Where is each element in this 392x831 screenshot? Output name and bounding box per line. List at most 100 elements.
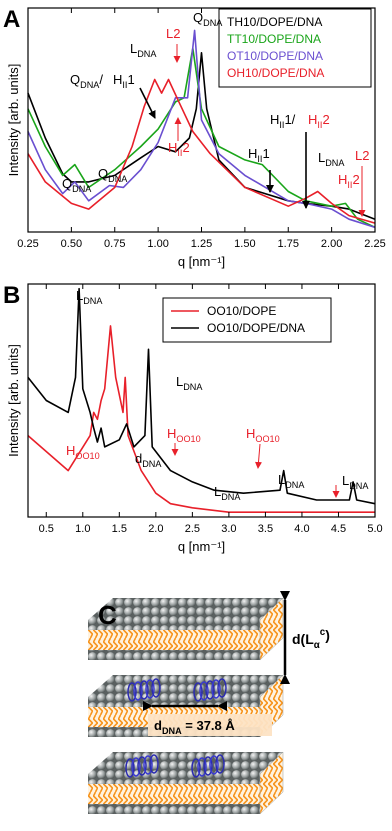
plot-frame: [27, 283, 376, 518]
annotation: LDNA: [176, 374, 203, 392]
y-axis-label: Intensity [arb. units]: [6, 344, 21, 457]
x-tick-label: 1.50: [234, 238, 255, 250]
label-subscript: DNA: [72, 184, 92, 194]
annotation: HII2: [308, 112, 330, 130]
label-subscript: DNA: [325, 158, 345, 168]
legend-box: [218, 8, 372, 88]
label-suffix: 1: [127, 72, 134, 87]
annotation: HII1: [113, 72, 135, 90]
label-suffix: = 37.8 Å: [182, 718, 236, 733]
label-subscript: DNA: [137, 49, 157, 59]
label-subscript: DNA: [108, 174, 128, 184]
label-main: L: [76, 288, 83, 303]
x-tick-label: 3.0: [221, 523, 236, 535]
label-subscript: DNA: [221, 492, 241, 502]
label-main: L: [278, 472, 285, 487]
label-suffix: 2: [322, 112, 329, 127]
label-subscript: DNA: [183, 382, 203, 392]
x-axis-label: q [nm⁻¹]: [178, 254, 225, 269]
label-suffix: 1/: [284, 112, 295, 127]
label-suffix: ): [325, 627, 330, 643]
legend-label: TT10/DOPE/DNA: [227, 32, 321, 46]
label-suffix: 1: [262, 146, 269, 161]
x-tick-label: 2.00: [321, 238, 342, 250]
annotation: LDNA: [130, 41, 157, 59]
annotation: QDNA: [193, 10, 223, 28]
y-axis-label: Intensity [arb. units]: [6, 64, 21, 177]
annotation: HII2: [168, 140, 190, 158]
label-main: L: [318, 150, 325, 165]
label-subscript: II: [257, 154, 262, 164]
x-tick-label: 2.25: [364, 238, 385, 250]
annotation: LDNA: [214, 484, 241, 502]
label-main: d: [135, 451, 142, 466]
label-main: H: [167, 426, 176, 441]
x-axis-label: q [nm⁻¹]: [178, 539, 225, 554]
annotation: dDNA: [135, 451, 162, 469]
panel-label: C: [98, 600, 117, 630]
annotation: HII1/: [270, 112, 296, 130]
label-subscript: II: [122, 80, 127, 90]
legend-label: OH10/DOPE/DNA: [227, 66, 324, 80]
annotation: LDNA: [318, 150, 345, 168]
label-main: H: [338, 172, 347, 187]
annotation: HOO10: [66, 443, 100, 461]
legend-box: [162, 297, 332, 343]
legend-label: TH10/DOPE/DNA: [227, 15, 322, 29]
label-main: Q: [62, 176, 72, 191]
series-line: [27, 287, 376, 505]
annotation: HII1: [248, 146, 270, 164]
legend-label: OO10/DOPE/DNA: [207, 321, 305, 335]
annotation: QDNA: [98, 166, 128, 184]
x-tick-label: 4.0: [294, 523, 309, 535]
x-tick-label: 3.5: [258, 523, 273, 535]
annotation: LDNA: [76, 288, 103, 306]
x-tick-label: 0.25: [17, 238, 38, 250]
panel-label: A: [3, 6, 20, 33]
label-subscript: II: [279, 120, 284, 130]
spacing-label: d(Lαc): [292, 627, 330, 651]
label-main: d: [154, 718, 162, 733]
annotation: L2: [166, 26, 180, 41]
dna-spacing-label: dDNA = 37.8 Å: [154, 718, 235, 736]
label-main: H: [66, 443, 75, 458]
label-subscript: DNA: [285, 480, 305, 490]
annotation: L2: [355, 148, 369, 163]
annotation: HOO10: [246, 426, 280, 444]
label-suffix: /: [99, 72, 103, 87]
annotation: HOO10: [167, 426, 201, 444]
x-tick-label: 1.0: [75, 523, 90, 535]
x-tick-label: 4.5: [331, 523, 346, 535]
label-main: H: [246, 426, 255, 441]
x-tick-label: 1.25: [191, 238, 212, 250]
label-subscript: DNA: [80, 80, 100, 90]
label-subscript: DNA: [83, 296, 103, 306]
label-superscript: c: [320, 627, 326, 638]
label-main: H: [270, 112, 279, 127]
series-line: [27, 78, 376, 224]
x-tick-label: 2.0: [148, 523, 163, 535]
label-main: H: [308, 112, 317, 127]
label-main: L2: [355, 148, 369, 163]
label-main: L: [130, 41, 137, 56]
label-subscript: OO10: [176, 434, 200, 444]
x-tick-label: 1.00: [147, 238, 168, 250]
label-main: Q: [98, 166, 108, 181]
panel-label: B: [3, 282, 20, 309]
label-main: Q: [70, 72, 80, 87]
label-suffix: 2: [352, 172, 359, 187]
label-subscript: α: [314, 640, 320, 651]
annotation: QDNA/: [70, 72, 103, 90]
annotation-arrow: [255, 443, 262, 469]
series-line: [27, 325, 375, 513]
label-main: L: [176, 374, 183, 389]
label-main: L: [214, 484, 221, 499]
legend-label: OT10/DOPE/DNA: [227, 49, 323, 63]
label-main: L: [342, 473, 349, 488]
label-subscript: DNA: [142, 459, 162, 469]
label-subscript: OO10: [255, 434, 279, 444]
label-main: d(L: [292, 631, 314, 647]
bilayer: [87, 597, 284, 661]
label-main: H: [113, 72, 122, 87]
